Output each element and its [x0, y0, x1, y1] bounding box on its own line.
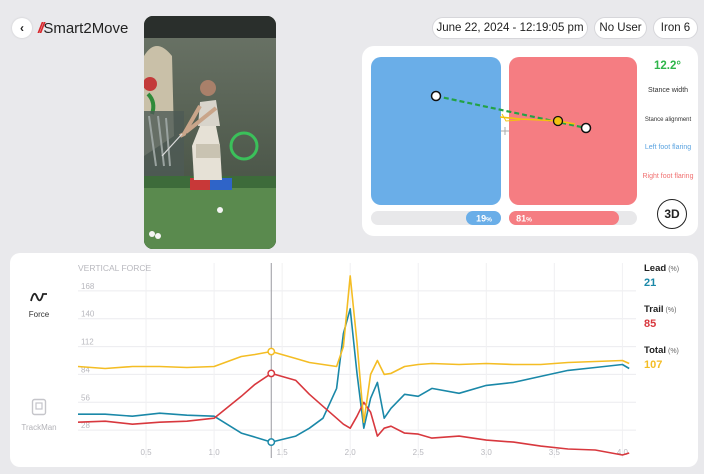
legend-total-name: Total (%): [644, 345, 679, 356]
x-tick-label: 2.0: [345, 448, 357, 457]
x-tick-label: 3.5: [549, 448, 561, 457]
x-tick-label: 4.0: [617, 448, 629, 457]
legend-lead-unit: (%): [668, 266, 680, 273]
x-tick-label: 2.5: [413, 448, 425, 457]
right-pct-value: 81: [516, 214, 526, 224]
stance-width-label[interactable]: Stance width: [647, 87, 689, 94]
left-pct-bar: [466, 211, 501, 225]
session-date-pill[interactable]: June 22, 2024 - 12:19:05 pm: [432, 17, 588, 39]
y-tick-label: 84: [81, 365, 90, 374]
legend-lead-name: Lead (%): [644, 263, 679, 274]
left-foot-flaring-label[interactable]: Left foot flaring: [644, 144, 692, 151]
y-tick-label: 112: [81, 338, 94, 347]
y-axis-ticks: 28 56 84 112 140 168: [81, 282, 95, 430]
legend-total-unit: (%): [668, 348, 679, 355]
legend-trail-value: 85: [644, 318, 657, 330]
legend-lead-label: Lead: [644, 263, 667, 274]
right-pct-bar: [509, 211, 619, 225]
x-tick-label: 1.0: [209, 448, 221, 457]
force-wave-icon: [30, 292, 47, 302]
legend-lead-value: 21: [644, 277, 657, 289]
back-button[interactable]: ‹: [12, 18, 32, 38]
view-3d-button[interactable]: 3D: [657, 199, 687, 229]
chart-series: [77, 275, 630, 456]
left-foot-pressure-point: [430, 90, 442, 102]
brand-mark-icon: //: [38, 19, 45, 37]
series-line-trail: [77, 372, 630, 456]
stance-alignment-line: [435, 94, 587, 130]
x-tick-label: 3.0: [481, 448, 493, 457]
legend-trail-unit: (%): [665, 307, 677, 314]
y-tick-label: 140: [81, 310, 95, 319]
time-cursor: [267, 263, 276, 458]
club-pill[interactable]: Iron 6: [653, 17, 698, 39]
right-foot-flaring-label[interactable]: Right foot flaring: [642, 173, 694, 180]
user-pill[interactable]: No User: [594, 17, 647, 39]
cursor-marker-lead: [267, 438, 276, 447]
swing-video-frame: [144, 16, 276, 249]
chart-grid: [78, 263, 636, 458]
legend-trail-name: Trail (%): [644, 304, 676, 315]
club-name: Iron 6: [660, 22, 691, 34]
series-line-total: [77, 275, 630, 423]
center-cross: [501, 127, 509, 135]
left-pct-value: 19: [476, 214, 486, 224]
user-name: No User: [599, 22, 642, 34]
center-of-pressure-point: [552, 115, 564, 127]
sidebar-item-label: Force: [28, 310, 50, 319]
right-pct-unit: %: [526, 217, 532, 224]
left-foot-zone: [371, 57, 501, 205]
stance-angle-value: 12.2°: [654, 60, 681, 72]
cursor-marker-total: [267, 347, 276, 356]
y-tick-label: 168: [81, 282, 95, 291]
top-bar: ‹ // Smart2Move June 22, 2024 - 12:19:05…: [0, 0, 704, 50]
stance-alignment-label[interactable]: Stance alignment: [644, 117, 692, 123]
left-pct-text: 19%: [476, 214, 492, 224]
center-of-pressure-trace: [499, 116, 576, 125]
legend-total-label: Total: [644, 345, 666, 356]
sidebar-item-label: TrackMan: [21, 423, 57, 432]
trackman-device-icon: [31, 398, 47, 416]
brand-name: Smart2Move: [43, 19, 129, 37]
legend-trail-label: Trail: [644, 304, 664, 315]
right-foot-zone: [509, 57, 637, 205]
swing-video[interactable]: [144, 16, 276, 249]
chevron-left-icon: ‹: [20, 21, 24, 35]
sidebar-item-force[interactable]: Force: [14, 290, 64, 319]
right-foot-pressure-point: [580, 122, 592, 134]
left-pct-unit: %: [486, 217, 492, 224]
cursor-marker-trail: [267, 369, 276, 378]
force-chart-card: [10, 253, 698, 467]
legend-total-value: 107: [644, 359, 663, 371]
sidebar-item-trackman[interactable]: TrackMan: [14, 398, 64, 432]
session-date: June 22, 2024 - 12:19:05 pm: [436, 22, 584, 34]
series-line-lead: [78, 308, 630, 443]
right-pct-text: 81%: [516, 214, 532, 224]
chart-title: VERTICAL FORCE: [78, 263, 152, 273]
x-axis-ticks: 0.5 1.0 1.5 2.0 2.5 3.0 3.5 4.0: [140, 448, 628, 457]
y-tick-label: 56: [81, 393, 90, 402]
center-of-pressure-trace-secondary: [501, 113, 521, 122]
x-tick-label: 1.5: [277, 448, 289, 457]
x-tick-label: 0.5: [140, 448, 152, 457]
brand-logo: // Smart2Move: [38, 18, 128, 38]
y-tick-label: 28: [81, 421, 90, 430]
